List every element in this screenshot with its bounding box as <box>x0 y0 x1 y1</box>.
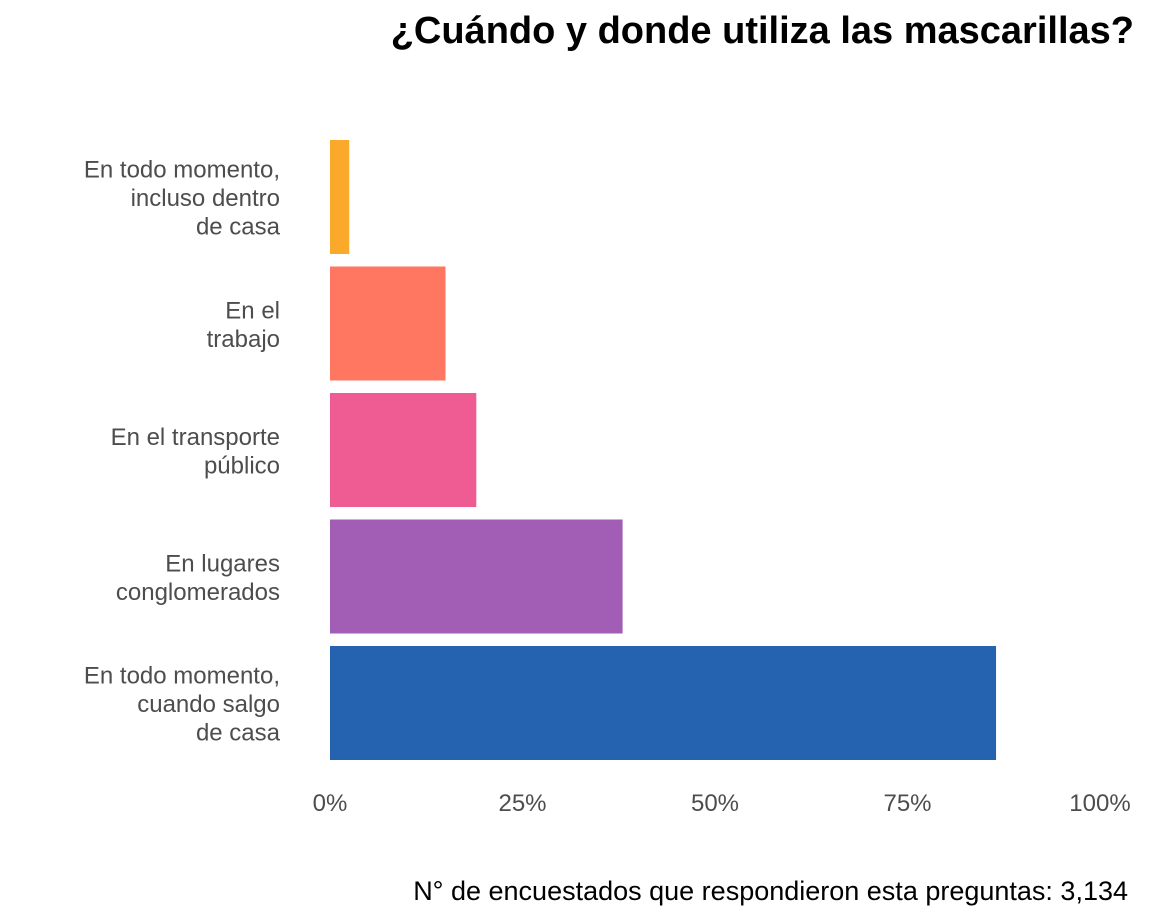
category-label-line: conglomerados <box>116 579 280 606</box>
x-tick-label: 75% <box>883 790 931 817</box>
category-label-1: En el trabajo <box>207 297 280 353</box>
category-labels: En todo momento, incluso dentro de casaEn … <box>84 157 281 747</box>
chart-title: ¿Cuándo y donde utiliza las mascarillas? <box>390 10 1134 52</box>
bar-1 <box>330 266 446 381</box>
bar-2 <box>330 393 477 507</box>
category-label-line: cuando salgo <box>137 691 280 718</box>
category-label-line: En el <box>225 297 280 324</box>
category-label-line: En todo momento, <box>84 157 280 184</box>
category-label-line: incluso dentro <box>131 185 280 212</box>
category-label-2: En el transporte público <box>111 424 280 480</box>
bar-3 <box>330 519 623 634</box>
category-label-line: de casa <box>196 720 281 747</box>
x-tick-label: 50% <box>691 790 739 817</box>
category-label-line: En lugares <box>165 550 280 577</box>
category-label-0: En todo momento, incluso dentro de casa <box>84 157 281 241</box>
category-label-line: trabajo <box>207 326 280 353</box>
x-tick-label: 25% <box>498 790 546 817</box>
x-tick-label: 100% <box>1069 790 1130 817</box>
bar-0 <box>330 140 350 254</box>
category-label-3: En lugares conglomerados <box>116 550 280 606</box>
bar-4 <box>330 646 997 760</box>
category-label-line: En todo momento, <box>84 663 280 690</box>
category-label-line: de casa <box>196 214 281 241</box>
x-tick-label: 0% <box>313 790 348 817</box>
x-axis-ticks: 0% 25% 50% 75% 100% <box>313 790 1131 817</box>
category-label-line: En el transporte <box>111 424 280 451</box>
category-label-4: En todo momento, cuando salgo de casa <box>84 663 281 747</box>
category-label-line: público <box>204 452 280 479</box>
chart-caption: N° de encuestados que respondieron esta … <box>413 876 1128 906</box>
bars-group <box>330 140 997 760</box>
